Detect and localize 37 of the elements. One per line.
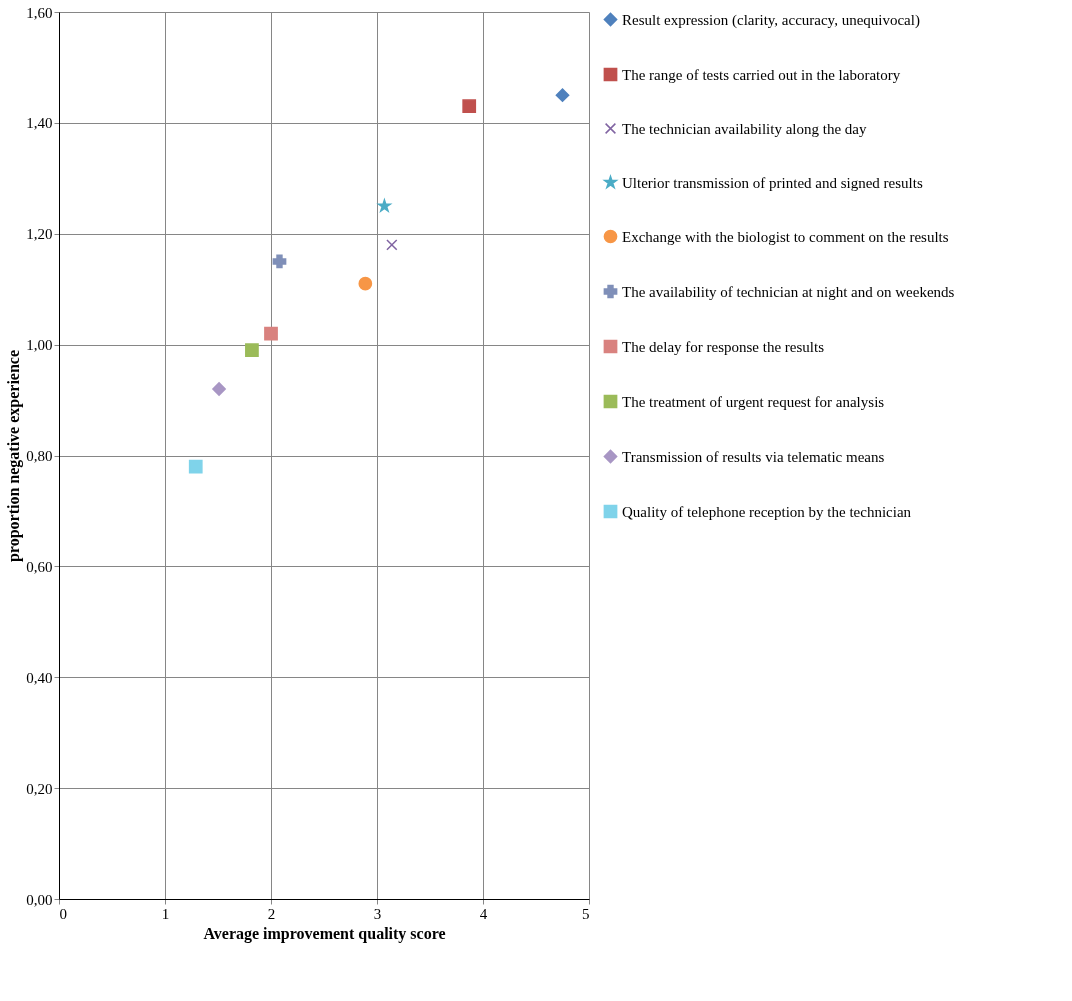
y-axis-title: proportion negative experience: [5, 349, 24, 563]
point: [212, 382, 226, 396]
legend-label: Quality of telephone reception by the technician: [622, 503, 912, 520]
y-tick-label: 1,20: [26, 226, 53, 243]
legend-label: The treatment of urgent request for analysis: [622, 393, 885, 410]
legend-label: The delay for response the results: [622, 338, 825, 355]
x-tick-label: 3: [373, 905, 382, 922]
x-tick-label: 1: [161, 905, 170, 922]
legend-label: Transmission of results via telematic means: [622, 448, 885, 465]
point: [272, 254, 287, 269]
x-axis-title: Average improvement quality score: [203, 924, 446, 943]
point: [555, 88, 570, 103]
x-tick-label: 0: [59, 905, 67, 922]
point: [386, 239, 398, 251]
x-tick-label: 4: [479, 905, 488, 922]
x-tick-label: 5: [582, 905, 590, 922]
legend-label: Ulterior transmission of printed and signed results: [622, 174, 923, 191]
point: [245, 343, 259, 358]
y-tick-label: 0,80: [26, 448, 53, 464]
legend-label: The range of tests carried out in the laboratory: [622, 66, 901, 83]
point: [358, 276, 373, 291]
y-tick-label: 1,60: [26, 4, 53, 21]
point: [188, 459, 203, 474]
legend-label: The availability of technician at night and on weekends: [622, 283, 955, 300]
y-tick-label: 1,40: [26, 115, 53, 132]
legend-label: The technician availability along the day: [622, 120, 867, 137]
y-tick-label: 1,00: [26, 337, 53, 354]
point: [264, 326, 278, 341]
legend-label: Result expression (clarity, accuracy, unequivocal): [622, 11, 920, 29]
y-tick-label: 0,00: [26, 891, 53, 908]
y-tick-label: 0,60: [26, 558, 53, 575]
y-tick-label: 0,40: [26, 669, 53, 686]
point: [377, 199, 391, 212]
y-tick-label: 0,20: [26, 780, 53, 797]
x-tick-label: 2: [267, 905, 276, 922]
legend-label: Exchange with the biologist to comment on the results: [622, 228, 949, 245]
point: [462, 99, 477, 114]
